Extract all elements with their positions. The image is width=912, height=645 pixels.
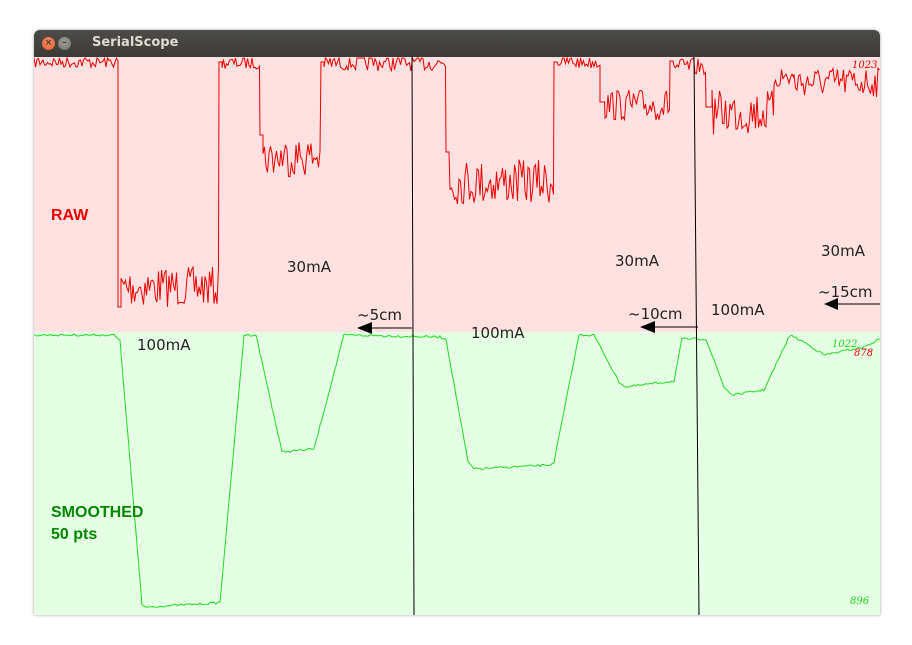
marker-line-2 (693, 57, 700, 615)
raw-scale-top: 1023 (852, 60, 877, 71)
annotation-30ma: 30mA (615, 252, 660, 270)
annotation-100ma: 100mA (471, 324, 525, 342)
minimize-icon[interactable]: – (58, 37, 71, 50)
marker-line-1 (411, 57, 415, 615)
annotation-100ma: 100mA (711, 301, 765, 319)
smoothed-label: SMOOTHED (51, 504, 143, 521)
smoothed-points-label: 50 pts (51, 526, 97, 543)
annotation-100ma: 100mA (137, 336, 191, 354)
serialscope-window: × – SerialScope RAW SMOOTHED 50 pts 1023… (34, 30, 880, 615)
window-title: SerialScope (92, 35, 179, 50)
smoothed-trace (34, 333, 880, 608)
close-icon[interactable]: × (42, 37, 55, 50)
title-bar[interactable]: × – SerialScope (34, 30, 880, 57)
smoothed-scale-top: 1022 (832, 339, 857, 350)
annotation-5cm: ~5cm (357, 306, 402, 324)
raw-scale-bottom: 878 (854, 348, 873, 359)
annotation-15cm: ~15cm (818, 283, 873, 301)
smoothed-scale-bottom: 896 (850, 596, 870, 607)
arrow-15cm (824, 298, 880, 310)
smoothed-plot-area (34, 332, 880, 615)
raw-trace (34, 57, 880, 308)
raw-label: RAW (51, 207, 89, 224)
annotation-10cm: ~10cm (628, 305, 683, 323)
arrow-5cm (357, 322, 412, 334)
annotation-30ma: 30mA (287, 258, 332, 276)
scope-canvas: RAW SMOOTHED 50 pts 1023 878 1022 896 10… (34, 57, 880, 615)
annotation-30ma: 30mA (821, 242, 866, 260)
arrow-10cm (640, 321, 698, 333)
